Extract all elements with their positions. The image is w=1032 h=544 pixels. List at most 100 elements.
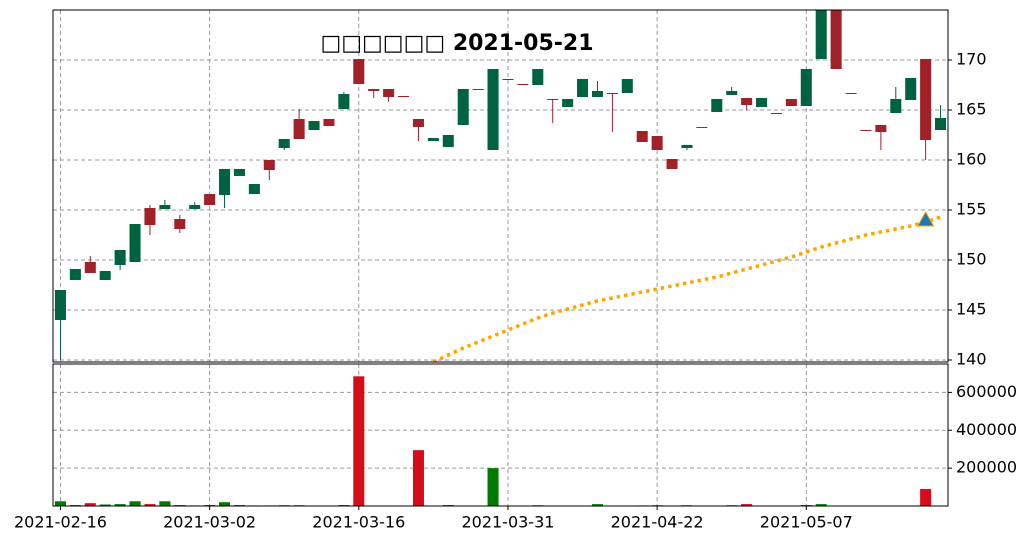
candle-body <box>233 169 245 176</box>
y-tick-label: 140 <box>956 350 987 369</box>
candle-body <box>532 69 544 85</box>
volume-bar <box>815 504 827 506</box>
candle-body <box>785 99 797 106</box>
candle-body <box>398 96 410 97</box>
volume-panel <box>53 364 948 506</box>
candle-body <box>741 98 753 105</box>
candle-body <box>69 269 81 280</box>
candle-body <box>666 159 678 169</box>
volume-bar <box>54 501 66 506</box>
candle-body <box>681 145 693 148</box>
candle-body <box>129 224 141 262</box>
y-tick-label: 150 <box>956 250 987 269</box>
candle-body <box>770 113 782 114</box>
candle-body <box>189 205 201 209</box>
candle-body <box>800 69 812 106</box>
volume-bar <box>219 502 231 506</box>
y-tick-label: 160 <box>956 150 987 169</box>
candle-body <box>263 160 275 170</box>
volume-bar <box>487 468 499 506</box>
price-panel <box>53 10 948 362</box>
candle-body <box>696 127 708 128</box>
buy-signal-marker <box>916 210 935 227</box>
volume-bar <box>741 504 753 506</box>
y-tick-label: 165 <box>956 100 987 119</box>
x-tick-label: 2021-04-22 <box>611 513 704 532</box>
volume-bar <box>99 504 111 506</box>
candle-body <box>368 89 380 91</box>
candle-body <box>338 94 350 109</box>
axes: 2021-02-16 2021-03-02 2021-03-16 2021-03-31… <box>14 50 1017 532</box>
y-tick-label: 200000 <box>956 458 1017 477</box>
candle-body <box>427 138 439 141</box>
candle-body <box>159 205 171 209</box>
candle-body <box>204 194 216 205</box>
candle-body <box>412 119 424 127</box>
candle-body <box>472 89 484 90</box>
candle-body <box>383 89 395 97</box>
candle-body <box>577 79 589 97</box>
candle-body <box>621 79 633 93</box>
volume-bar <box>144 504 156 506</box>
volume-bar <box>412 450 424 506</box>
x-tick-label: 2021-05-07 <box>760 513 853 532</box>
volume-frame <box>52 363 949 507</box>
candle-body <box>248 184 260 194</box>
volume-bar <box>129 501 141 506</box>
y-tick-label: 145 <box>956 300 987 319</box>
candle-body <box>756 98 768 107</box>
candle-body <box>920 59 932 140</box>
candle-body <box>84 262 96 273</box>
candle-body <box>174 219 186 229</box>
candle-body <box>308 121 320 130</box>
volume-bar <box>159 501 171 506</box>
y-tick-label: 170 <box>956 50 987 69</box>
candle-body <box>144 208 156 225</box>
y-tick-label: 155 <box>956 200 987 219</box>
x-tick-label: 2021-03-31 <box>461 513 554 532</box>
candle-body <box>442 135 454 147</box>
moving-average-line <box>432 215 942 362</box>
candle-body <box>606 93 618 94</box>
candle-body <box>219 169 231 195</box>
candle-body <box>830 10 842 69</box>
y-tick-label: 400000 <box>956 420 1017 439</box>
candle-body <box>890 99 902 113</box>
candle-body <box>636 131 648 142</box>
volume-bar <box>591 504 603 506</box>
x-tick-label: 2021-02-16 <box>14 513 107 532</box>
candle-body <box>502 79 514 80</box>
candle-body <box>278 139 290 148</box>
candle-body <box>591 91 603 97</box>
x-tick-label: 2021-03-02 <box>163 513 256 532</box>
volume-bar <box>114 504 126 506</box>
volume-bar <box>353 376 365 506</box>
candle-body <box>935 118 947 130</box>
candle-body <box>323 119 335 126</box>
candle-body <box>860 130 872 131</box>
candle-body <box>517 84 529 85</box>
candle-body <box>114 250 126 265</box>
candle-body <box>711 99 723 112</box>
candle-body <box>547 99 559 100</box>
candle-body <box>353 59 365 84</box>
candle-body <box>815 10 827 59</box>
candle-body <box>562 99 574 107</box>
candle-body <box>726 91 738 95</box>
candle-body <box>905 78 917 100</box>
x-tick-label: 2021-03-16 <box>312 513 405 532</box>
price-frame <box>52 9 949 363</box>
candle-body <box>651 136 663 150</box>
y-tick-label: 600000 <box>956 382 1017 401</box>
volume-bar <box>920 488 932 506</box>
candle-body <box>293 119 305 139</box>
candle-body <box>54 290 66 320</box>
candle-body <box>457 89 469 125</box>
candle-body <box>487 69 499 150</box>
candle-body <box>99 271 111 280</box>
chart-title: □□□□□□ 2021-05-21 <box>320 31 593 56</box>
volume-bar <box>84 503 96 506</box>
candle-body <box>845 93 857 94</box>
